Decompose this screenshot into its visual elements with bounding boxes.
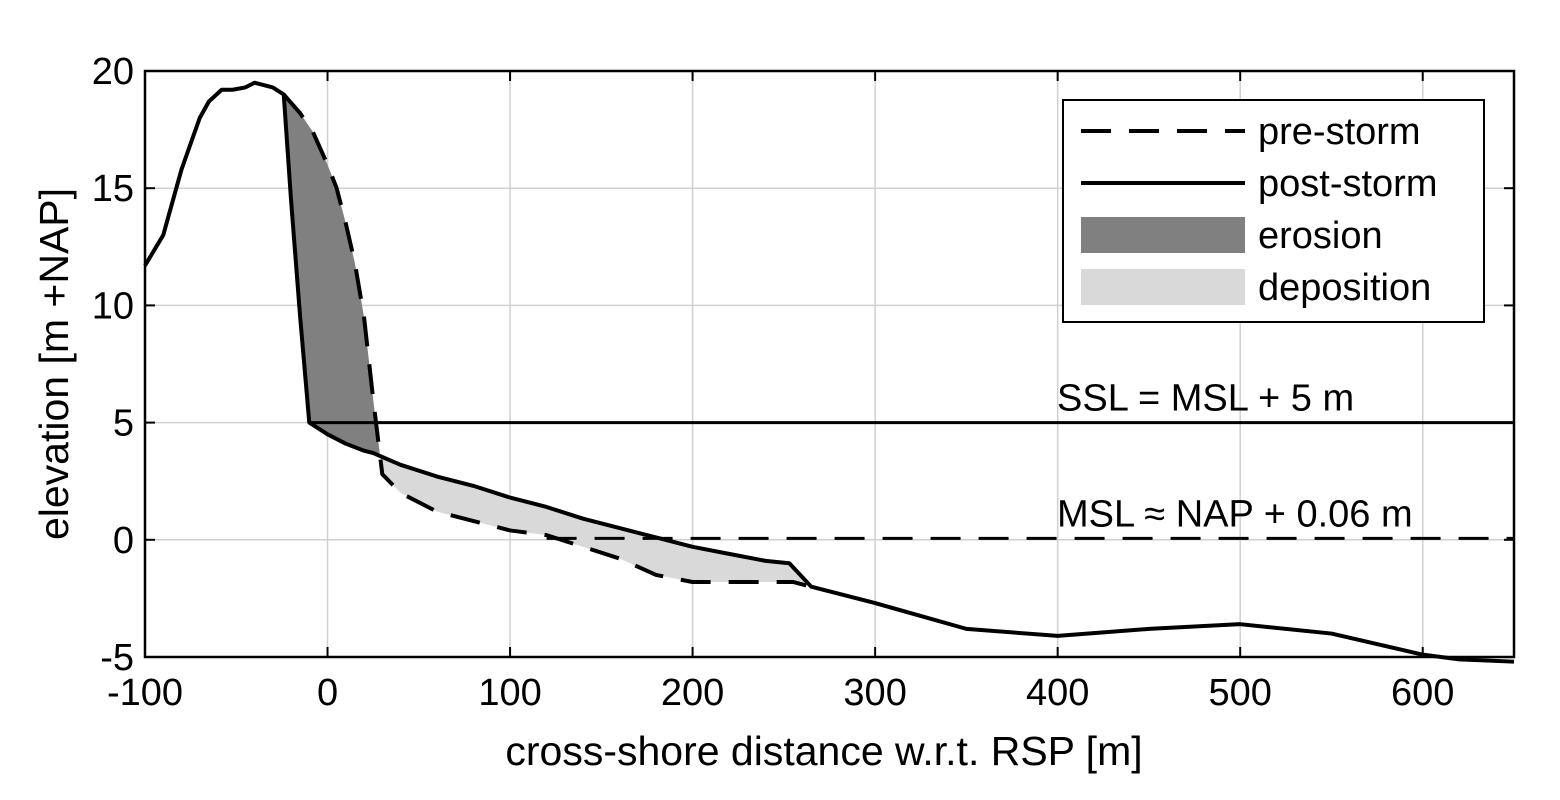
pre-storm-line <box>282 93 812 589</box>
profile-series <box>143 80 1515 664</box>
y-tick-label: 20 <box>92 51 134 93</box>
axis-ticks: -100 0 100 200 300 400 500 600 -5 0 5 10 15 20 <box>92 51 1514 714</box>
legend-pre-storm-label: pre-storm <box>1258 111 1421 153</box>
area-fills <box>284 95 811 587</box>
legend-erosion-swatch <box>1081 217 1245 253</box>
x-tick-label: 100 <box>478 672 541 714</box>
x-axis-title: cross-shore distance w.r.t. RSP [m] <box>505 728 1142 774</box>
erosion-area <box>284 95 380 456</box>
x-tick-label: 400 <box>1026 672 1089 714</box>
deposition-area <box>380 456 811 587</box>
plot-frame <box>143 69 1516 659</box>
x-tick-label: 600 <box>1391 672 1454 714</box>
y-tick-label: 5 <box>113 403 134 445</box>
legend-deposition-label: deposition <box>1258 267 1431 309</box>
x-tick-label: 300 <box>843 672 906 714</box>
x-tick-label: 500 <box>1208 672 1271 714</box>
y-tick-label: 0 <box>113 520 134 562</box>
legend: pre-storm post-storm erosion deposition <box>1062 99 1485 323</box>
y-axis-title: elevation [m +NAP] <box>31 188 77 540</box>
x-tick-label: -100 <box>107 672 183 714</box>
x-tick-label: 0 <box>317 672 338 714</box>
y-tick-label: 10 <box>92 285 134 327</box>
msl-annotation: MSL ≈ NAP + 0.06 m <box>1057 493 1413 535</box>
legend-erosion-label: erosion <box>1258 215 1383 257</box>
legend-post-storm-label: post-storm <box>1258 163 1437 205</box>
reference-lines <box>309 421 1514 540</box>
ssl-annotation: SSL = MSL + 5 m <box>1057 378 1354 420</box>
x-tick-label: 200 <box>661 672 724 714</box>
y-tick-label: -5 <box>100 637 134 679</box>
y-tick-label: 15 <box>92 168 134 210</box>
post-storm-line <box>143 80 1515 664</box>
legend-deposition-swatch <box>1081 269 1245 305</box>
